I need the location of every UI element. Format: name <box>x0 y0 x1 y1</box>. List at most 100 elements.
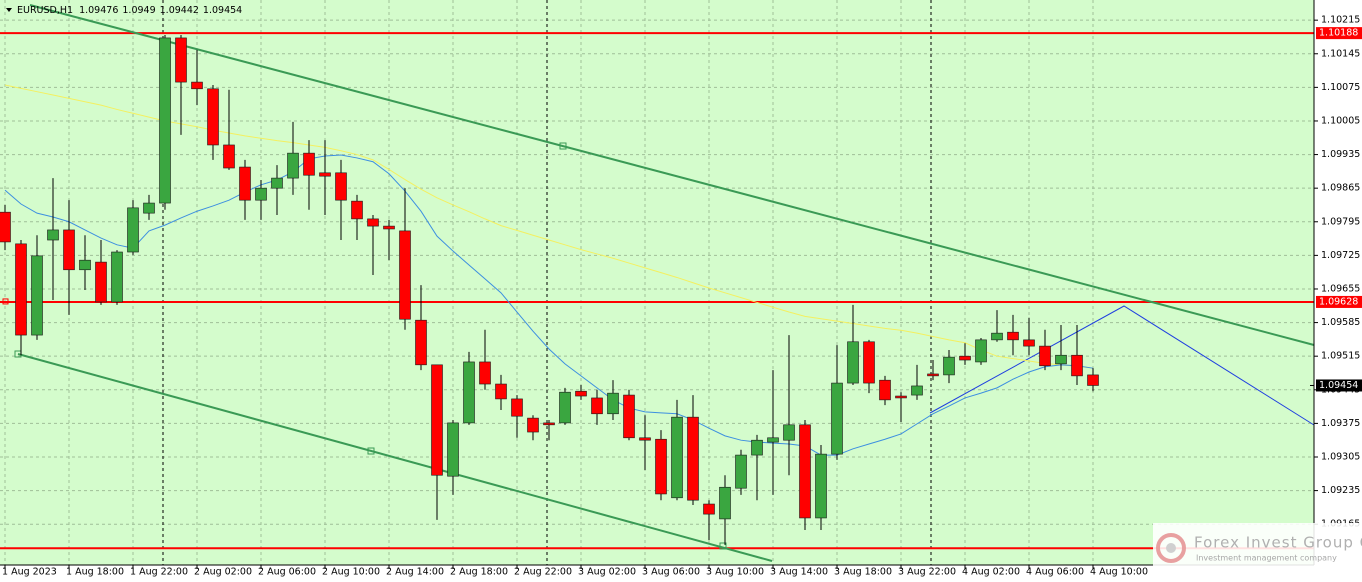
candle-body <box>575 390 587 397</box>
y-tick-label: 1.09515 <box>1321 351 1360 362</box>
level-label-box <box>1316 295 1362 308</box>
x-tick-label: 2 Aug 18:00 <box>450 567 508 578</box>
x-tick-label: 1 Aug 18:00 <box>66 567 124 578</box>
x-tick-label: 2 Aug 06:00 <box>258 567 316 578</box>
watermark: Forex Invest Group OU Investment managem… <box>1153 523 1362 577</box>
trendlines <box>14 4 1315 562</box>
x-tick-label: 4 Aug 06:00 <box>1026 567 1084 578</box>
candle-body <box>79 259 91 271</box>
zigzag-line <box>929 305 1315 426</box>
x-tick-label: 2 Aug 10:00 <box>322 567 380 578</box>
y-tick-label: 1.09305 <box>1321 451 1360 462</box>
anchor <box>719 542 727 550</box>
y-tick-label: 1.10005 <box>1321 115 1360 126</box>
candle-body <box>335 172 347 201</box>
y-tick-label: 1.09865 <box>1321 183 1360 194</box>
candle-body <box>367 218 379 227</box>
candles <box>0 35 1099 545</box>
candle-body <box>1071 354 1083 377</box>
candle-body <box>399 230 411 320</box>
candle-body <box>223 144 235 169</box>
candle-body <box>303 152 315 176</box>
candle-body <box>383 225 395 230</box>
candle-body <box>927 373 939 377</box>
x-tick-label: 2 Aug 14:00 <box>386 567 444 578</box>
y-tick-label: 1.09725 <box>1321 250 1360 261</box>
candle-body <box>495 383 507 400</box>
candle-body <box>111 251 123 303</box>
candle-body <box>479 361 491 385</box>
symbol-name: EURUSD,H1 <box>17 5 73 16</box>
y-tick-label: 1.09585 <box>1321 317 1360 328</box>
level-label: 1.09628 <box>1319 296 1358 307</box>
level-label: 1.10188 <box>1319 28 1358 39</box>
candle-body <box>623 394 635 439</box>
y-tick-label: 1.10215 <box>1321 15 1360 26</box>
period-separators <box>162 0 932 565</box>
candle-body <box>799 424 811 519</box>
y-tick-label: 1.09375 <box>1321 418 1360 429</box>
y-tick-label: 1.09655 <box>1321 283 1360 294</box>
anchor <box>559 142 567 150</box>
candle-body <box>751 439 763 456</box>
candle-body <box>95 261 107 303</box>
x-tick-label: 4 Aug 10:00 <box>1090 567 1148 578</box>
anchor <box>367 447 375 455</box>
candle-body <box>0 211 11 243</box>
candle-body <box>1007 331 1019 341</box>
current-price-label: 1.09454 <box>1319 380 1358 391</box>
candle-body <box>431 364 443 476</box>
candle-body <box>271 177 283 189</box>
candle-body <box>767 437 779 443</box>
candle-body <box>415 319 427 366</box>
candle-body <box>447 422 459 477</box>
candle-body <box>959 355 971 361</box>
menu-arrow[interactable] <box>6 8 12 12</box>
levels <box>0 32 1314 550</box>
candle-body <box>175 37 187 83</box>
y-tick-label: 1.09235 <box>1321 485 1360 496</box>
x-tick-label: 3 Aug 14:00 <box>770 567 828 578</box>
last-close: 1.09454 <box>203 5 242 16</box>
candle-body <box>127 207 139 253</box>
y-tick-label: 1.10145 <box>1321 48 1360 59</box>
channel-upper <box>29 4 1315 346</box>
level-label-box <box>1316 27 1362 40</box>
y-tick-label: 1.09935 <box>1321 149 1360 160</box>
candle-body <box>815 453 827 519</box>
x-tick-label: 2 Aug 22:00 <box>514 567 572 578</box>
candle-body <box>591 397 603 415</box>
candle-body <box>687 416 699 501</box>
x-tick-label: 1 Aug 22:00 <box>130 567 188 578</box>
candle-body <box>559 391 571 424</box>
watermark-subtitle: Investment management company <box>1196 554 1337 563</box>
candle-body <box>63 229 75 271</box>
candle-body <box>1055 354 1067 365</box>
last-high: 1.0949 <box>122 5 155 16</box>
candle-body <box>351 200 363 220</box>
candle-body <box>831 382 843 455</box>
candle-body <box>719 486 731 520</box>
x-tick-label: 1 Aug 2023 <box>2 567 57 578</box>
x-tick-label: 2 Aug 02:00 <box>194 567 252 578</box>
candle-body <box>47 229 59 241</box>
candle-body <box>287 152 299 179</box>
watermark-title: Forex Invest Group OU <box>1194 534 1362 552</box>
candle-body <box>1087 374 1099 386</box>
x-tick-label: 3 Aug 18:00 <box>834 567 892 578</box>
candle-body <box>735 454 747 489</box>
candle-body <box>15 243 27 336</box>
candle-body <box>543 422 555 426</box>
logo <box>1156 533 1186 563</box>
last-low: 1.09442 <box>160 5 199 16</box>
axes: 1.10215 1.10145 1.10075 1.10005 1.09935 1.098… <box>2 15 1362 578</box>
header: EURUSD,H1 1.09476 1.0949 1.09442 1.09454 <box>6 5 242 16</box>
candle-body <box>911 385 923 396</box>
x-tick-label: 4 Aug 02:00 <box>962 567 1020 578</box>
watermark-box <box>1153 523 1362 577</box>
moving-averages <box>4 84 1094 456</box>
candle-body <box>159 37 171 204</box>
candle-body <box>463 361 475 424</box>
